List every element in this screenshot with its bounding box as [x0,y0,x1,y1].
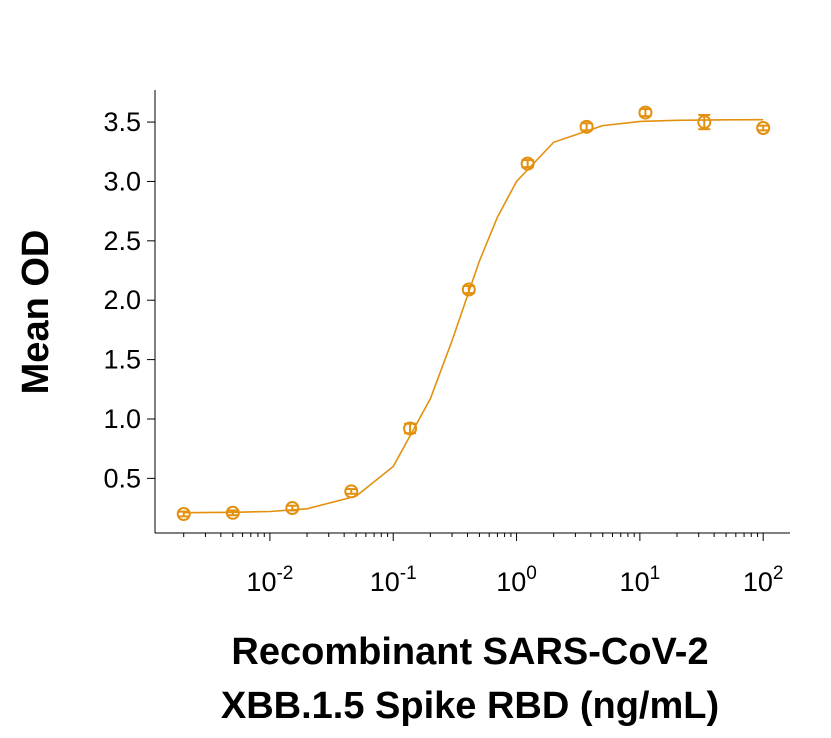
y-tick-label: 2.5 [103,226,141,256]
y-tick-label: 2.0 [103,285,141,315]
tick-exponent: 0 [526,563,537,584]
tick-base: 10 [620,567,650,597]
fit-curve [183,118,764,514]
data-point [285,501,300,516]
data-point [697,115,712,130]
data-point [520,156,535,171]
error-bar [462,284,475,295]
x-axis-label: XBB.1.5 Spike RBD (ng/mL) [221,685,719,727]
x-tick-label: 100 [496,563,537,597]
error-bar [698,113,711,131]
y-tick-label: 0.5 [103,463,141,493]
data-point [638,105,653,120]
y-axis-label: Mean OD [15,230,57,395]
data-point [403,421,418,436]
data-point [756,121,771,136]
tick-base: 10 [370,567,400,597]
data-point [225,505,240,520]
tick-exponent: 1 [650,563,661,584]
data-point [176,506,191,521]
y-tick-label: 3.5 [103,107,141,137]
error-bar [639,108,652,118]
tick-base: 10 [246,567,276,597]
data-point [461,282,476,297]
error-bar [286,504,299,512]
tick-base: 10 [496,567,526,597]
error-bar [345,488,358,495]
x-axis-label: Recombinant SARS-CoV-2 [231,631,708,673]
y-tick-label: 3.0 [103,166,141,196]
data-point [344,484,359,499]
x-tick-label: 101 [620,563,661,597]
data-point [579,119,594,134]
error-bar [757,124,770,132]
tick-exponent: -1 [400,563,417,584]
tick-exponent: 2 [773,563,784,584]
x-tick-label: 10-1 [370,563,417,597]
x-tick-label: 10-2 [246,563,293,597]
y-tick-label: 1.5 [103,345,141,375]
y-tick-label: 1.0 [103,404,141,434]
tick-base: 10 [743,567,773,597]
error-bar [177,510,190,518]
x-tick-label: 102 [743,563,784,597]
tick-exponent: -2 [276,563,293,584]
error-bar [226,509,239,517]
